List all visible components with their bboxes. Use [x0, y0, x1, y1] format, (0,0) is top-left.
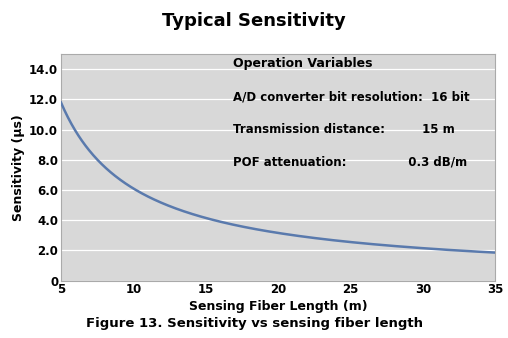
Text: Operation Variables: Operation Variables	[233, 57, 372, 71]
Text: POF attenuation:               0.3 dB/m: POF attenuation: 0.3 dB/m	[233, 156, 467, 169]
Text: Typical Sensitivity: Typical Sensitivity	[162, 12, 346, 30]
X-axis label: Sensing Fiber Length (m): Sensing Fiber Length (m)	[189, 300, 367, 313]
Text: Figure 13. Sensitivity vs sensing fiber length: Figure 13. Sensitivity vs sensing fiber …	[85, 317, 423, 330]
Text: A/D converter bit resolution:  16 bit: A/D converter bit resolution: 16 bit	[233, 90, 469, 103]
Text: Transmission distance:         15 m: Transmission distance: 15 m	[233, 123, 454, 136]
Y-axis label: Sensitivity (μs): Sensitivity (μs)	[12, 114, 25, 221]
